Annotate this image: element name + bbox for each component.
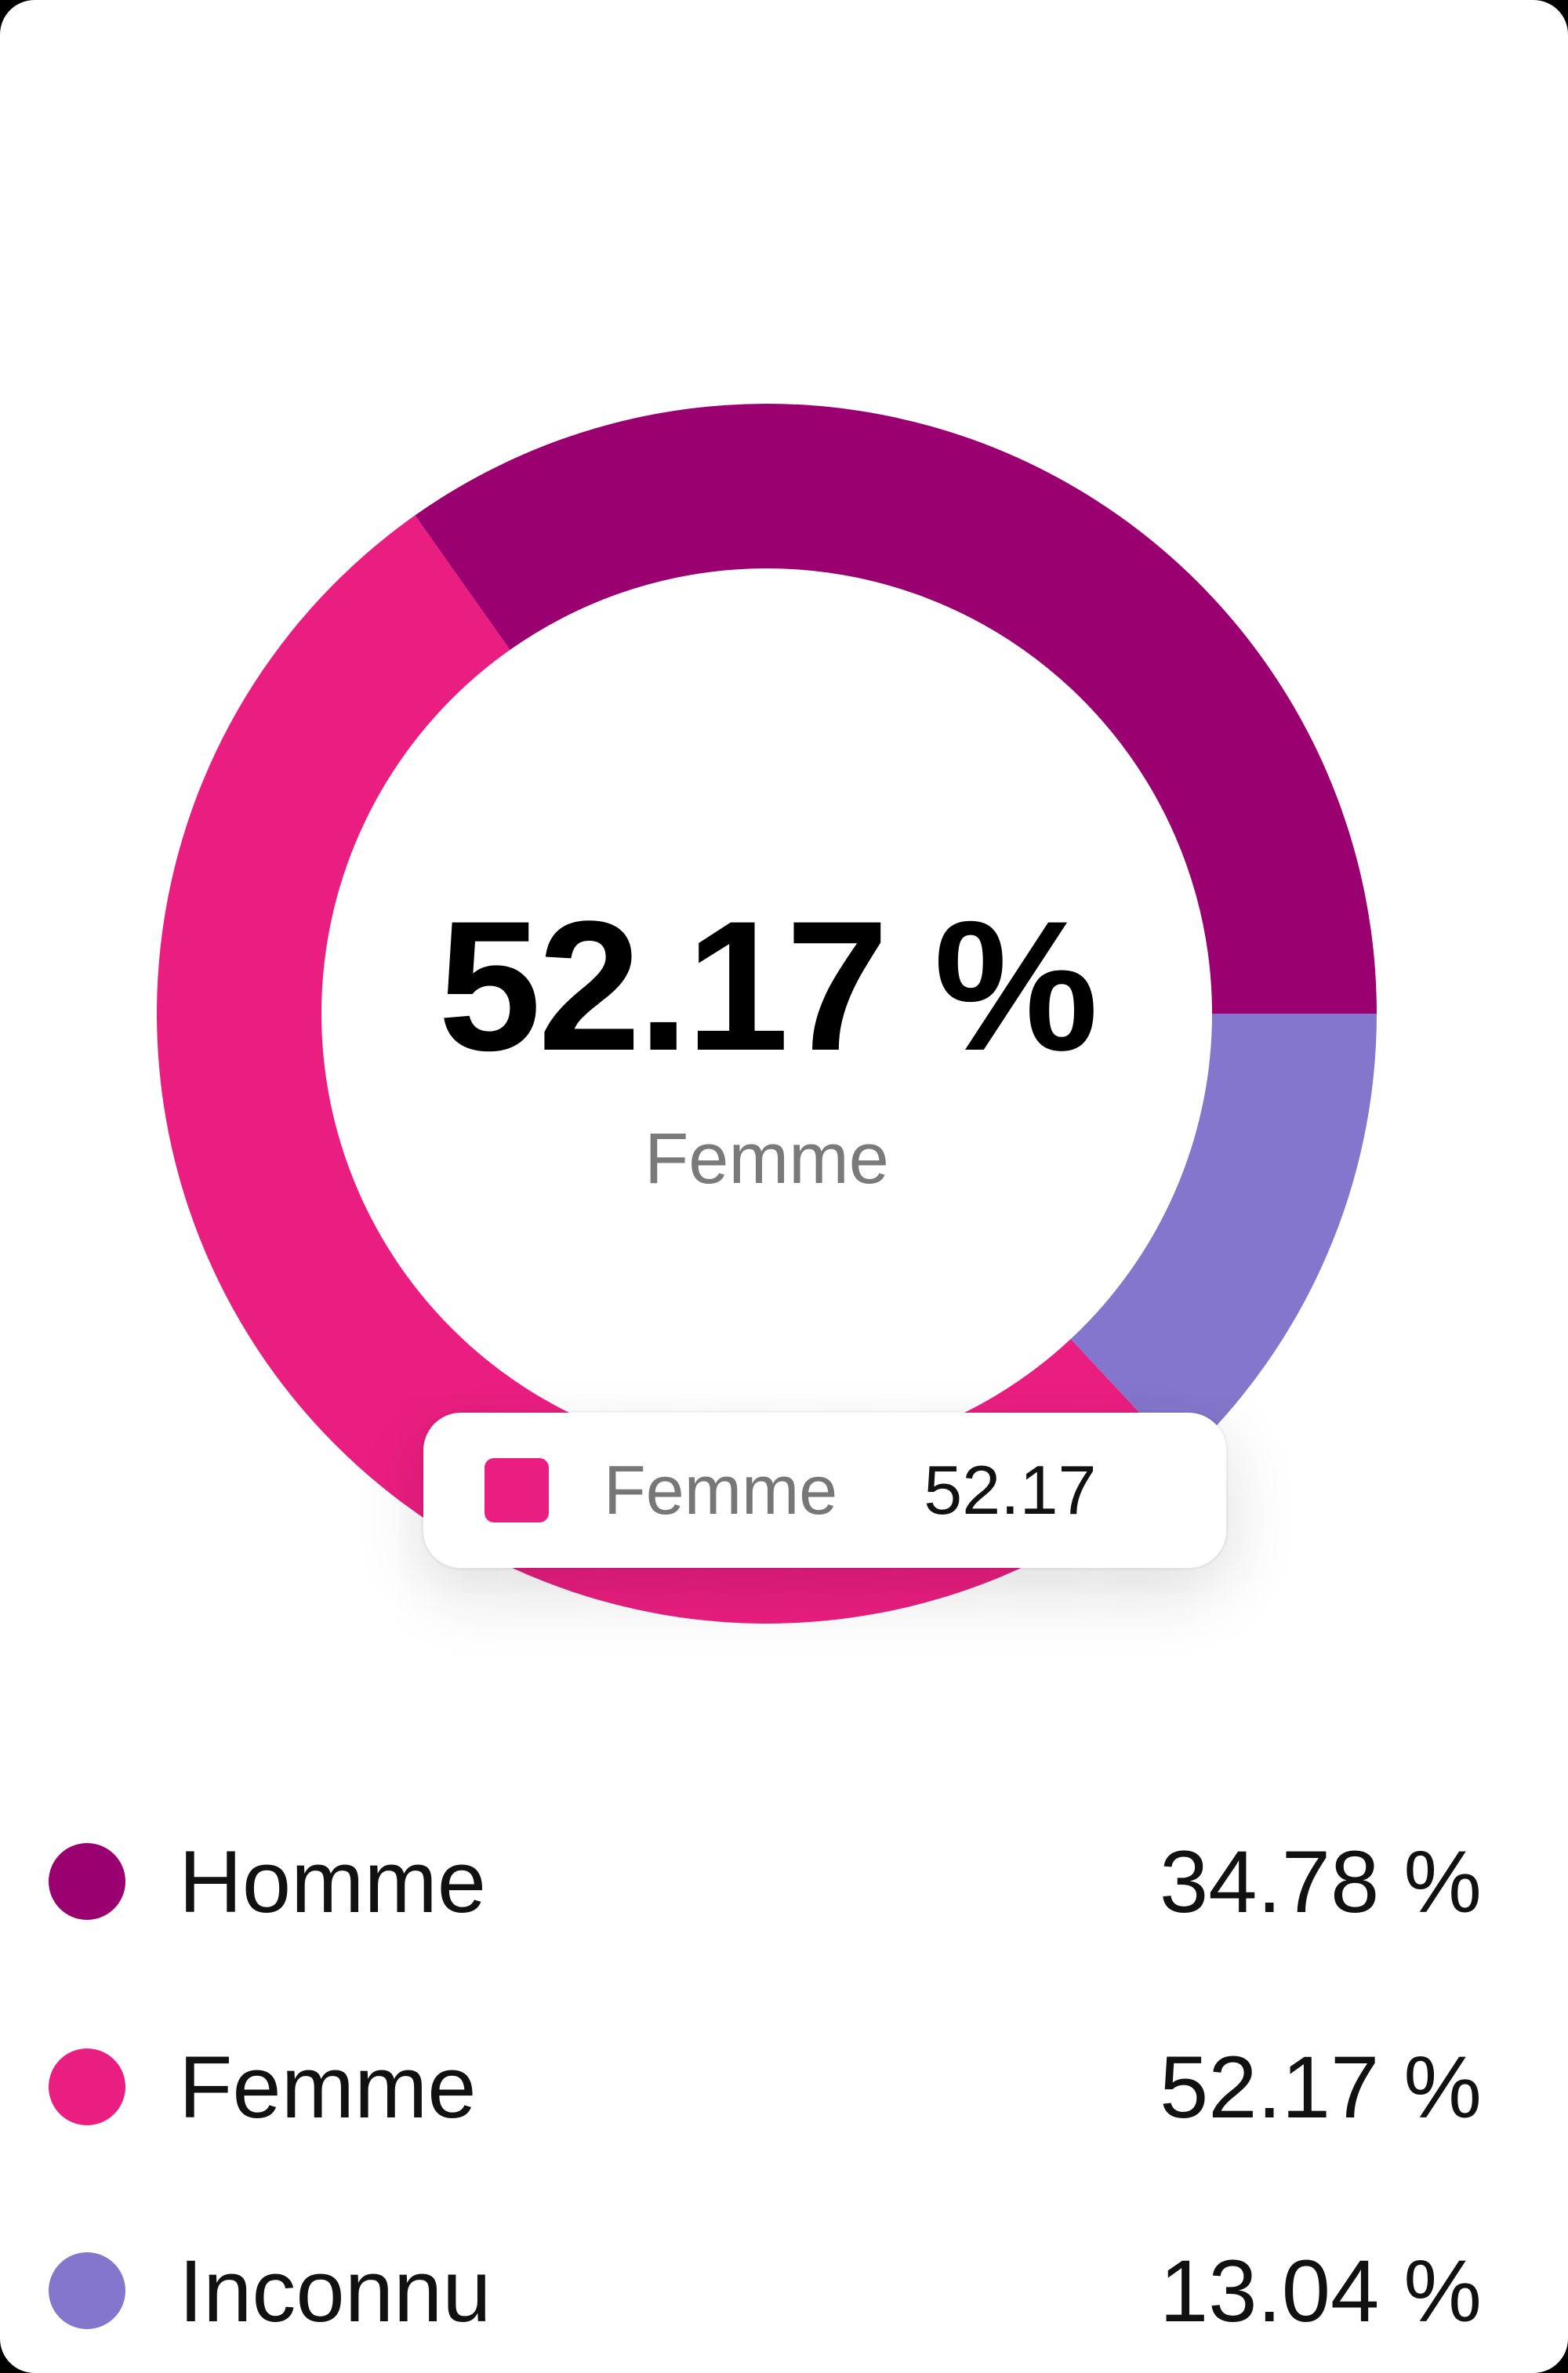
legend-value: 52.17 %	[1160, 2037, 1482, 2136]
legend-item-inconnu[interactable]: Inconnu 13.04 %	[0, 2212, 1568, 2369]
donut-segment-homme[interactable]	[415, 404, 1377, 1014]
tooltip-color-swatch	[485, 1458, 549, 1522]
center-label: Femme	[644, 1119, 889, 1199]
legend-label: Femme	[179, 2037, 477, 2136]
tooltip-label: Femme	[604, 1451, 838, 1529]
tooltip-value: 52.17	[924, 1451, 1097, 1529]
legend-value: 13.04 %	[1160, 2241, 1482, 2340]
chart-tooltip: Femme 52.17	[423, 1413, 1226, 1568]
legend-value: 34.78 %	[1160, 1832, 1482, 1931]
donut-segment-inconnu[interactable]	[1070, 1014, 1377, 1460]
legend-dot-icon	[49, 2252, 125, 2329]
legend-item-femme[interactable]: Femme 52.17 %	[0, 2008, 1568, 2165]
legend-label: Inconnu	[179, 2241, 492, 2340]
legend-item-homme[interactable]: Homme 34.78 %	[0, 1803, 1568, 1960]
donut-chart	[157, 404, 1377, 1624]
legend-dot-icon	[49, 1843, 125, 1920]
legend-label: Homme	[179, 1832, 487, 1931]
legend-dot-icon	[49, 2048, 125, 2125]
donut-segment-femme[interactable]	[157, 515, 1184, 1624]
center-value: 52.17 %	[438, 883, 1098, 1090]
